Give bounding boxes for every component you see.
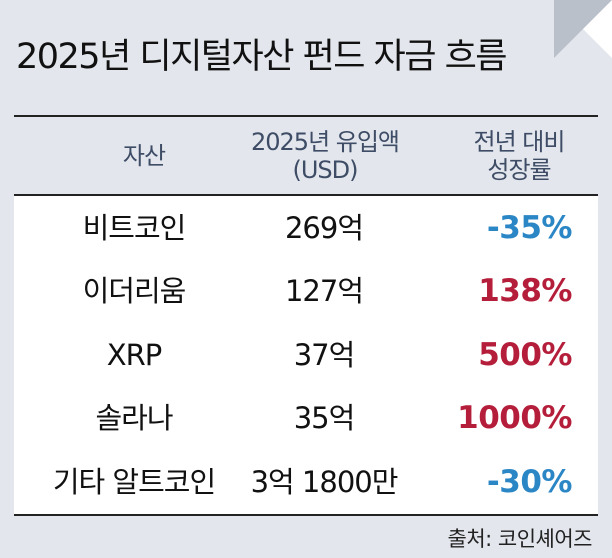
header-growth: 전년 대비 성장률 <box>434 117 604 194</box>
growth-value: -30% <box>486 464 573 500</box>
table-top-rule <box>14 115 598 117</box>
inflow-value: 35억 <box>293 401 356 435</box>
table-row: XRP 37억 500% <box>14 323 598 388</box>
source-credit: 출처: 코인셰어즈 <box>447 527 593 551</box>
page-fold-corner <box>554 0 612 58</box>
table-row: 이더리움 127억 138% <box>14 259 598 324</box>
inflow-value: 37억 <box>293 338 356 372</box>
header-inflow-line1: 2025년 유입액 <box>250 127 400 156</box>
asset-name: 기타 알트코인 <box>52 465 216 499</box>
growth-value: -35% <box>486 210 573 246</box>
table-row: 기타 알트코인 3억 1800만 -30% <box>14 450 598 515</box>
inflow-value: 3억 1800만 <box>250 465 399 499</box>
asset-name: 솔라나 <box>95 401 173 435</box>
asset-name: 이더리움 <box>82 274 187 308</box>
table-header: 자산 2025년 유입액 (USD) 전년 대비 성장률 <box>14 117 598 196</box>
growth-value: 1000% <box>457 400 572 436</box>
table-row: 솔라나 35억 1000% <box>14 386 598 451</box>
header-inflow: 2025년 유입액 (USD) <box>230 117 420 194</box>
growth-value: 138% <box>478 273 572 309</box>
inflow-value: 127억 <box>284 274 364 308</box>
inflow-value: 269억 <box>284 211 364 245</box>
header-growth-line1: 전년 대비 <box>473 127 566 156</box>
header-asset: 자산 <box>74 117 214 194</box>
header-growth-line2: 성장률 <box>487 155 551 184</box>
header-inflow-line2: (USD) <box>292 155 358 184</box>
table-row: 비트코인 269억 -35% <box>14 196 598 261</box>
growth-value: 500% <box>478 337 572 373</box>
page-title: 2025년 디지털자산 펀드 자금 흐름 <box>16 37 507 77</box>
header-asset-label: 자산 <box>122 141 166 170</box>
asset-name: XRP <box>106 338 163 372</box>
table-bottom-rule <box>14 514 598 516</box>
asset-name: 비트코인 <box>82 211 187 245</box>
